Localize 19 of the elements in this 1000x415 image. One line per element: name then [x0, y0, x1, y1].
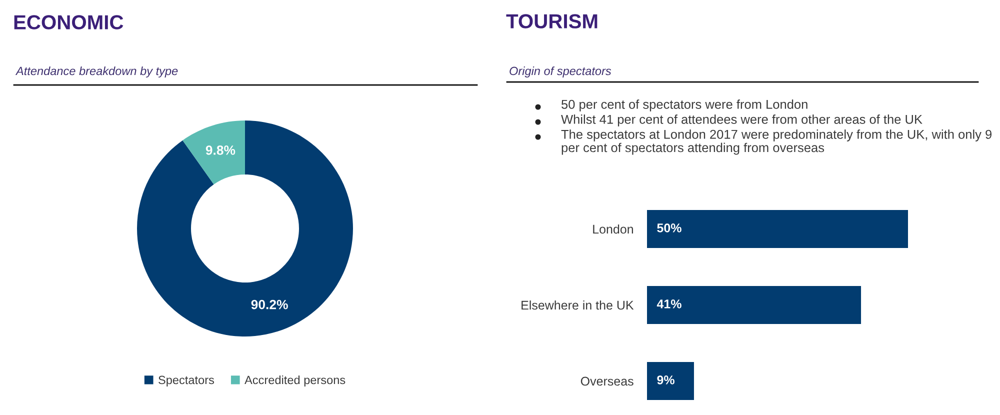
- text: Whilst 41 per cent of attendees were from other areas of the UK: [561, 114, 922, 126]
- y-tick-label: Elsewhere in the UK: [522, 300, 634, 310]
- chart-subtitle: Origin of spectators: [510, 66, 612, 78]
- legend-label: Accredited persons: [244, 375, 346, 386]
- text: The spectators at London 2017 were predominately from the UK, with only 9 per cent of spectators attending from overseas: [561, 130, 992, 155]
- data-label: 90.2%: [251, 300, 288, 310]
- data-label: 41%: [656, 300, 682, 308]
- donut-slice: [182, 120, 245, 184]
- y-tick-label: London: [593, 224, 633, 234]
- legend-label: Spectators: [158, 376, 214, 386]
- y-tick-label: Overseas: [580, 376, 634, 386]
- data-label: 50%: [657, 224, 682, 232]
- text: 50 per cent of spectators were from London: [562, 100, 808, 112]
- chart-title: TOURISM: [506, 14, 598, 28]
- chart-title: ECONOMIC: [14, 15, 124, 30]
- data-label: 9.8%: [206, 146, 236, 155]
- data-label: 9%: [657, 376, 674, 384]
- chart-subtitle: Attendance breakdown by type: [15, 66, 178, 78]
- donut-slice: [137, 120, 353, 336]
